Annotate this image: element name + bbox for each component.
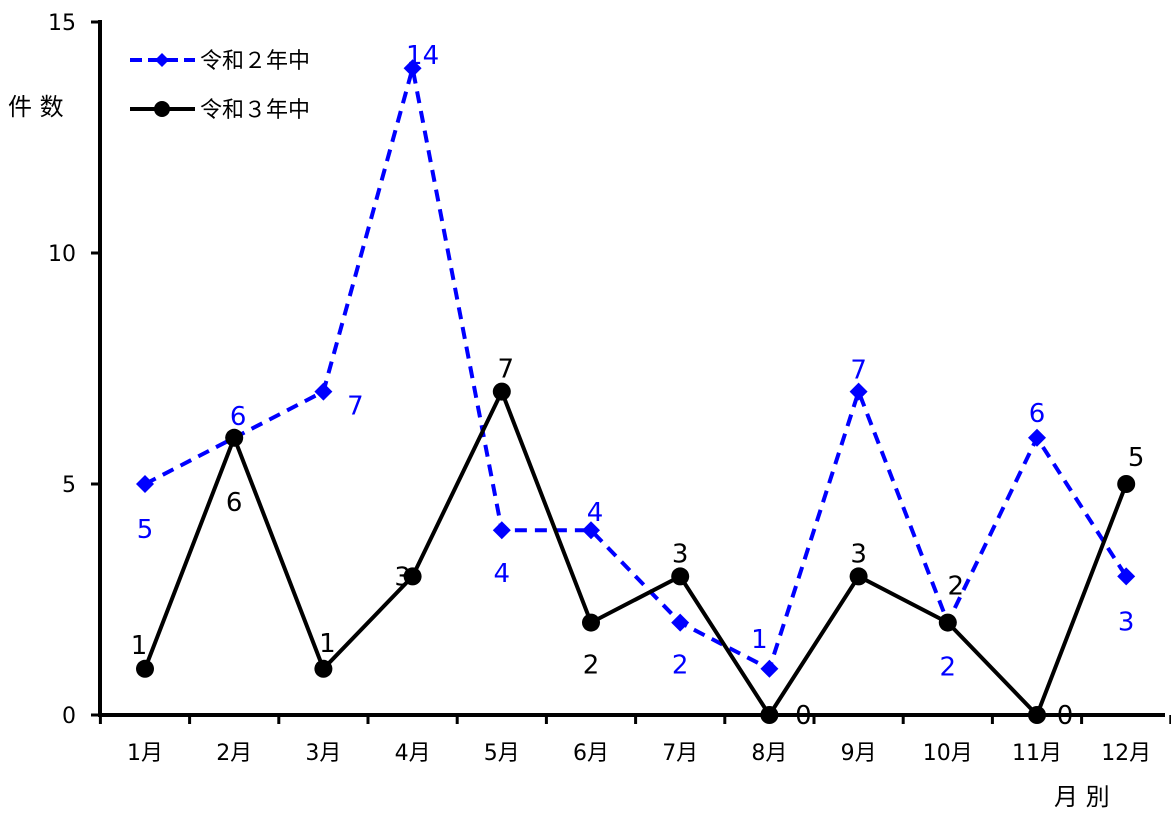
x-tick-label: 8月 xyxy=(751,741,787,766)
x-tick-label: 1月 xyxy=(127,741,163,766)
data-point-series-2 xyxy=(582,613,600,632)
data-point-series-2 xyxy=(938,613,957,632)
data-point-series-1 xyxy=(1117,567,1136,586)
legend-item-series-2: 令和３年中 xyxy=(130,98,310,123)
x-tick-label: 6月 xyxy=(573,741,609,766)
data-point-series-1 xyxy=(671,613,690,632)
data-point-series-2 xyxy=(225,428,244,447)
x-tick-label: 10月 xyxy=(923,741,973,766)
data-label-series-2: 3 xyxy=(850,539,867,569)
series-line-1 xyxy=(144,67,1128,672)
x-ticks: 1月 2月 3月 4月 5月 6月 7月 8月 9月 10月 11月 12月 xyxy=(98,715,1171,766)
data-label-series-2: 5 xyxy=(1128,443,1145,473)
data-point-series-1 xyxy=(849,382,868,401)
x-axis-title: 月 別 xyxy=(1054,783,1110,811)
data-label-series-1: 14 xyxy=(406,41,439,71)
x-tick-label: 5月 xyxy=(484,741,520,766)
data-label-series-1: 1 xyxy=(751,625,768,655)
legend-marker-series-2 xyxy=(154,101,170,117)
data-point-series-2 xyxy=(760,706,779,724)
axes xyxy=(98,20,1165,717)
series xyxy=(136,59,1136,724)
data-label-series-1: 5 xyxy=(137,515,154,545)
legend-marker-series-1 xyxy=(155,53,169,67)
data-point-series-2 xyxy=(403,567,422,586)
data-point-series-1 xyxy=(403,59,422,78)
data-point-series-2 xyxy=(849,567,868,586)
y-tick-label: 10 xyxy=(48,242,76,267)
y-ticks: 0 5 10 15 xyxy=(48,11,100,729)
data-point-series-1 xyxy=(582,521,600,540)
data-point-series-1 xyxy=(314,382,333,401)
x-tick-label: 4月 xyxy=(395,741,431,766)
data-label-series-2: 3 xyxy=(672,539,689,569)
y-tick-label: 0 xyxy=(62,704,76,729)
x-tick-label: 3月 xyxy=(305,741,341,766)
data-label-series-2: 6 xyxy=(226,488,243,518)
data-point-series-1 xyxy=(136,475,154,493)
data-label-series-1: 3 xyxy=(1118,607,1135,637)
data-label-series-2: 7 xyxy=(498,355,515,385)
data-label-series-1: 4 xyxy=(587,498,604,528)
y-axis-title: 件 数 xyxy=(8,93,64,121)
data-label-series-1: 6 xyxy=(230,402,247,432)
data-label-series-2: 2 xyxy=(583,651,600,681)
data-label-series-2: 1 xyxy=(131,631,148,661)
data-point-series-2 xyxy=(136,659,154,678)
legend: 令和２年中 令和３年中 xyxy=(130,49,310,123)
data-label-series-2: 1 xyxy=(319,629,336,659)
data-label-series-1: 2 xyxy=(672,651,689,681)
data-point-series-2 xyxy=(1117,475,1136,493)
data-point-series-1 xyxy=(1028,428,1046,447)
legend-label-series-1: 令和２年中 xyxy=(200,49,310,74)
data-label-series-2: 0 xyxy=(795,701,812,731)
legend-item-series-1: 令和２年中 xyxy=(130,49,310,74)
x-tick-label: 7月 xyxy=(662,741,698,766)
data-point-series-2 xyxy=(492,382,511,401)
series-line-2 xyxy=(143,386,1129,719)
y-tick-label: 5 xyxy=(62,473,76,498)
data-labels: 5 6 7 14 4 4 2 1 7 2 6 3 1 6 1 3 7 2 3 0 3 2 0 5 xyxy=(131,41,1145,731)
data-label-series-2: 2 xyxy=(948,572,965,602)
data-label-series-1: 7 xyxy=(347,392,364,422)
data-label-series-1: 7 xyxy=(850,356,867,386)
data-point-series-1 xyxy=(760,659,779,678)
x-tick-label: 11月 xyxy=(1012,741,1062,766)
legend-label-series-2: 令和３年中 xyxy=(200,98,310,123)
x-tick-label: 2月 xyxy=(216,741,252,766)
data-label-series-2: 3 xyxy=(394,562,411,592)
data-point-series-2 xyxy=(1028,706,1046,724)
y-tick-label: 15 xyxy=(48,11,76,36)
x-tick-label: 12月 xyxy=(1101,741,1151,766)
data-point-series-2 xyxy=(314,659,333,678)
data-point-series-2 xyxy=(671,567,690,586)
data-point-series-1 xyxy=(492,521,511,540)
x-tick-label: 9月 xyxy=(841,741,877,766)
data-label-series-1: 6 xyxy=(1029,399,1046,429)
data-label-series-1: 2 xyxy=(940,653,957,683)
data-label-series-2: 0 xyxy=(1057,701,1074,731)
data-label-series-1: 4 xyxy=(494,559,511,589)
